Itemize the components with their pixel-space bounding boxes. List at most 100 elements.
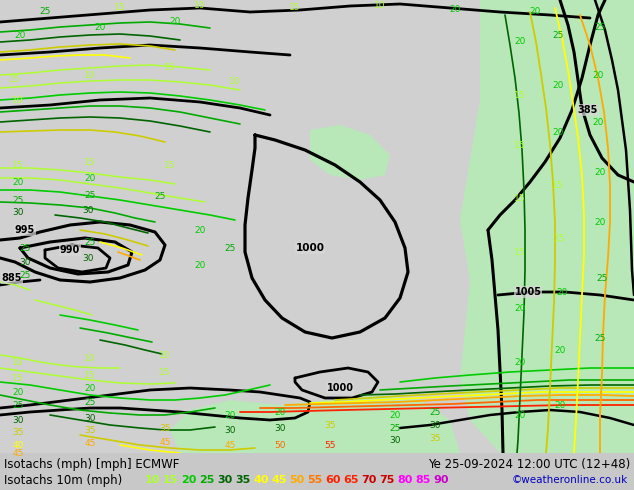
Text: 10: 10 — [374, 0, 385, 9]
Text: 10: 10 — [230, 77, 241, 87]
Text: 20: 20 — [552, 80, 564, 90]
Text: 65: 65 — [343, 475, 358, 485]
Text: 995: 995 — [15, 225, 35, 235]
Text: 25: 25 — [552, 30, 564, 40]
Text: 25: 25 — [594, 334, 605, 343]
Text: 15: 15 — [84, 157, 96, 167]
Polygon shape — [170, 395, 460, 453]
Text: 20: 20 — [552, 127, 564, 137]
Text: 20: 20 — [84, 384, 96, 392]
Text: 25: 25 — [12, 400, 23, 410]
Text: 15: 15 — [554, 234, 566, 243]
Text: 35: 35 — [235, 475, 250, 485]
Text: 20: 20 — [224, 411, 236, 419]
Text: 25: 25 — [19, 270, 30, 279]
Text: 20: 20 — [592, 118, 604, 126]
Text: 25: 25 — [597, 273, 607, 283]
Text: 20: 20 — [529, 7, 541, 17]
Text: 30: 30 — [429, 420, 441, 430]
Text: 1000: 1000 — [327, 383, 354, 393]
Text: 15: 15 — [514, 194, 526, 202]
Text: 50: 50 — [275, 441, 286, 449]
Text: 20: 20 — [194, 225, 205, 235]
Text: 30: 30 — [217, 475, 232, 485]
Text: ©weatheronline.co.uk: ©weatheronline.co.uk — [512, 475, 628, 485]
Text: 10: 10 — [194, 0, 206, 9]
Polygon shape — [460, 0, 634, 453]
Text: 25: 25 — [84, 238, 96, 246]
Text: 10: 10 — [145, 475, 160, 485]
Text: 25: 25 — [594, 24, 605, 32]
Text: 15: 15 — [164, 161, 176, 170]
Text: 25: 25 — [84, 191, 96, 199]
Text: 45: 45 — [159, 438, 171, 446]
Text: 15: 15 — [159, 368, 171, 376]
Text: 25: 25 — [154, 192, 165, 200]
Text: 15: 15 — [114, 3, 126, 13]
Text: 15: 15 — [12, 161, 23, 170]
Text: 15: 15 — [514, 247, 526, 256]
Text: 20: 20 — [12, 177, 23, 187]
Text: 25: 25 — [84, 397, 96, 407]
Text: 20: 20 — [554, 345, 566, 354]
Text: 45: 45 — [271, 475, 287, 485]
Text: 20: 20 — [592, 71, 604, 79]
Text: 25: 25 — [389, 423, 401, 433]
Text: Isotachs 10m (mph): Isotachs 10m (mph) — [4, 473, 122, 487]
Text: 20: 20 — [389, 411, 401, 419]
Text: 45: 45 — [84, 439, 96, 447]
Text: 25: 25 — [39, 7, 51, 17]
Text: 15: 15 — [514, 141, 526, 149]
Text: 30: 30 — [275, 423, 286, 433]
Text: 45: 45 — [12, 448, 23, 458]
Text: 55: 55 — [324, 441, 336, 449]
Text: 20: 20 — [514, 38, 526, 47]
Text: 15: 15 — [12, 373, 23, 383]
Text: 10: 10 — [84, 353, 96, 363]
Text: 70: 70 — [361, 475, 377, 485]
Text: 10: 10 — [12, 358, 23, 367]
Text: 35: 35 — [429, 434, 441, 442]
Text: 20: 20 — [15, 30, 26, 40]
Text: 35: 35 — [84, 425, 96, 435]
Text: 15: 15 — [164, 64, 176, 73]
Text: 20: 20 — [94, 24, 106, 32]
Text: 20: 20 — [594, 168, 605, 176]
Text: 1005: 1005 — [515, 287, 541, 297]
Text: 1000: 1000 — [295, 243, 325, 253]
Text: 990: 990 — [60, 245, 80, 255]
Text: 15: 15 — [84, 370, 96, 379]
Text: 15: 15 — [514, 91, 526, 99]
Text: 885: 885 — [2, 273, 22, 283]
Text: 20: 20 — [554, 400, 566, 410]
Text: 20: 20 — [194, 261, 205, 270]
Text: 20: 20 — [84, 173, 96, 182]
Text: 30: 30 — [224, 425, 236, 435]
Text: Isotachs (mph) [mph] ECMWF: Isotachs (mph) [mph] ECMWF — [4, 458, 179, 470]
Text: 15: 15 — [10, 75, 21, 84]
Text: 90: 90 — [433, 475, 448, 485]
Text: 10: 10 — [12, 96, 23, 104]
Text: 55: 55 — [307, 475, 322, 485]
Text: 15: 15 — [289, 3, 301, 13]
Text: 40: 40 — [12, 441, 23, 449]
Text: 45: 45 — [224, 441, 236, 449]
Text: 30: 30 — [12, 207, 23, 217]
Text: 35: 35 — [159, 423, 171, 433]
Text: 10: 10 — [159, 350, 171, 360]
Text: 35: 35 — [12, 427, 23, 437]
Text: 80: 80 — [397, 475, 412, 485]
Text: 20: 20 — [12, 388, 23, 396]
Text: 60: 60 — [325, 475, 340, 485]
Text: 75: 75 — [379, 475, 394, 485]
Text: 20: 20 — [450, 5, 461, 15]
Text: 30: 30 — [389, 436, 401, 444]
Text: 25: 25 — [224, 244, 236, 252]
Text: 20: 20 — [169, 18, 181, 26]
Text: 20: 20 — [181, 475, 197, 485]
Polygon shape — [310, 125, 390, 180]
Text: 20: 20 — [594, 218, 605, 226]
Text: 30: 30 — [82, 253, 94, 263]
Text: 25: 25 — [12, 196, 23, 204]
Text: 20: 20 — [556, 288, 567, 296]
